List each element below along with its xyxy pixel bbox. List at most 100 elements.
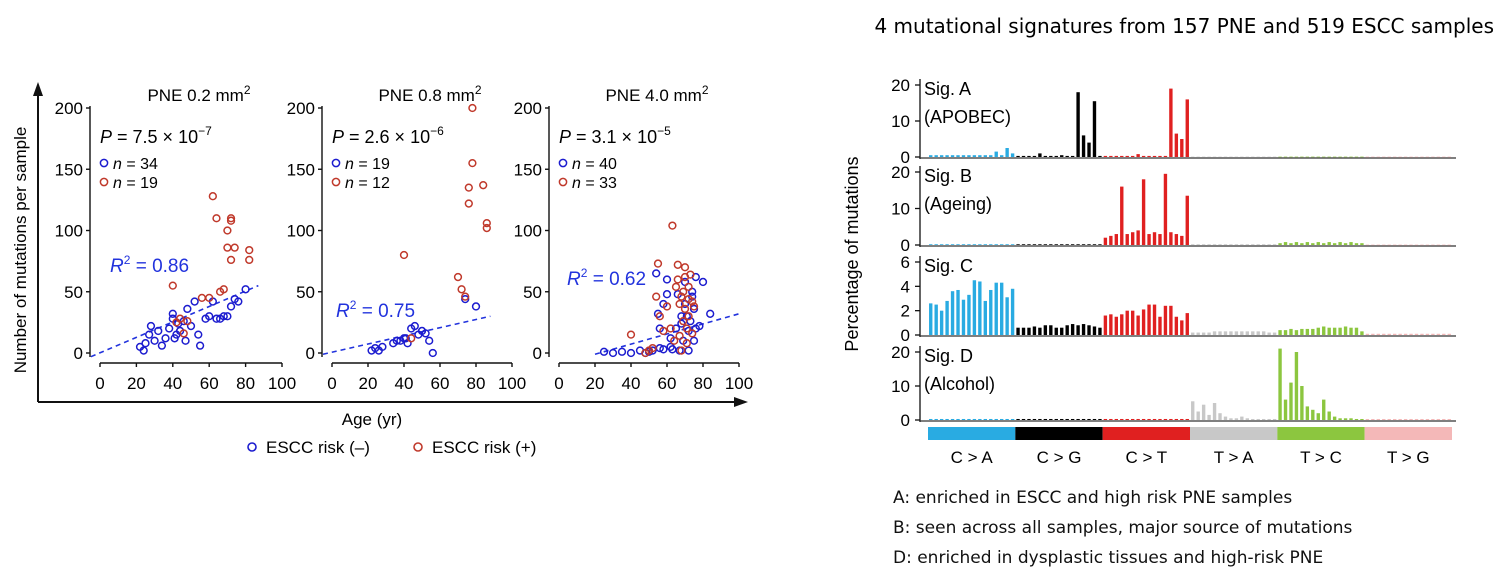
signature-bar	[1223, 331, 1228, 335]
signature-name: Sig. A	[924, 79, 971, 99]
signature-bar	[1240, 244, 1244, 245]
signature-name: Sig. D	[924, 346, 973, 366]
signature-bar	[1201, 404, 1206, 420]
signature-bar	[1180, 235, 1184, 246]
signature-bar	[1060, 244, 1064, 245]
signature-bar	[1010, 418, 1015, 420]
signature-bar	[1125, 234, 1129, 245]
signature-bar	[1393, 156, 1397, 158]
signature-bar	[934, 304, 938, 335]
signature-bar	[1081, 324, 1086, 335]
note-b: B: seen across all samples, major source…	[893, 518, 1353, 538]
mutation-type-label: T > C	[1300, 448, 1342, 467]
signature-bar	[1054, 244, 1058, 245]
note-d: D: enriched in dysplastic tissues and hi…	[893, 548, 1323, 568]
signature-bar	[961, 418, 966, 420]
scatter-panel-2: 0 50 100 150 200 0 20 40 60 80 100 PNE 0.8 mm2 P = 2…	[287, 83, 527, 393]
signature-bar	[945, 244, 949, 245]
signature-bar	[1131, 310, 1135, 335]
signature-bar	[1218, 156, 1222, 158]
point-escc-risk-neg	[223, 312, 232, 321]
signature-bar	[1136, 418, 1140, 420]
point-escc-risk-pos	[668, 221, 677, 230]
x-tick-label: 40	[622, 374, 641, 393]
signature-bar	[1218, 413, 1222, 420]
signature-bar	[1109, 314, 1113, 335]
signature-bar	[1425, 418, 1430, 420]
point-escc-risk-neg	[195, 341, 205, 350]
y-tick-label: 100	[287, 222, 315, 241]
signature-bar	[1245, 244, 1249, 245]
point-escc-risk-pos	[653, 259, 663, 268]
x-tick-label: 60	[431, 374, 450, 393]
signature-bar	[994, 244, 998, 245]
signature-bar	[1207, 156, 1211, 158]
mutation-type-swatch	[1102, 427, 1190, 440]
n-neg-label: n = 34	[113, 156, 158, 173]
signature-bar	[1398, 333, 1402, 335]
signature-bar	[1442, 418, 1446, 420]
signature-bar	[1251, 418, 1255, 420]
signature-bar	[1092, 244, 1097, 245]
point-escc-risk-pos	[219, 285, 228, 294]
signature-bar	[1283, 330, 1288, 335]
point-escc-risk-pos	[245, 245, 254, 255]
signature-bar	[1425, 156, 1430, 158]
signature-bar	[1371, 418, 1375, 420]
signature-bar	[1021, 244, 1026, 245]
signature-bar	[1207, 414, 1211, 420]
signature-bar	[1393, 418, 1397, 420]
signature-bar	[1387, 418, 1391, 420]
signature-bar	[1087, 325, 1091, 335]
signature-bar	[1229, 244, 1233, 245]
signature-bar	[1382, 156, 1386, 158]
signature-bar	[1365, 418, 1370, 420]
signature-bar	[1414, 156, 1419, 158]
x-tick-label: 80	[694, 374, 713, 393]
signature-bar	[1343, 156, 1348, 158]
point-escc-risk-pos	[479, 181, 488, 190]
signature-bar	[1152, 304, 1157, 335]
panel-title: PNE 4.0 mm2	[605, 83, 708, 105]
signature-bar	[1065, 325, 1069, 335]
y-tick-label: 0	[901, 411, 910, 430]
signature-bar	[1043, 325, 1048, 335]
signature-bar	[1322, 243, 1326, 245]
signature-bar	[1447, 333, 1451, 335]
n-pos-label: n = 33	[572, 175, 617, 192]
point-escc-risk-pos	[684, 282, 693, 292]
signature-bar	[929, 303, 933, 335]
signature-bar	[1447, 156, 1451, 158]
signature-bar	[1049, 155, 1053, 157]
signature-bar	[939, 155, 944, 157]
signature-bar	[1311, 328, 1315, 335]
signature-bar	[950, 155, 955, 157]
signature-bar	[1256, 331, 1260, 335]
signature-bar	[1354, 156, 1359, 158]
y-tick-label: 6	[901, 253, 910, 272]
signature-bar	[1256, 418, 1260, 420]
signature-bar	[1185, 313, 1189, 335]
signature-bar	[1207, 244, 1211, 245]
signature-bar	[1076, 418, 1080, 420]
signature-bar	[1081, 135, 1086, 157]
scatter-panel-3: 0 50 100 150 200 0 20 40 60 80 100 PNE 4.0 mm2 P = 3…	[514, 83, 754, 393]
signature-bar	[1349, 242, 1353, 245]
signature-bar	[1305, 242, 1310, 245]
signature-bar	[1092, 418, 1097, 420]
signature-bar	[1049, 325, 1053, 335]
point-escc-risk-neg	[219, 312, 228, 321]
signature-bar	[945, 155, 949, 157]
signature-bar	[1349, 156, 1353, 158]
signature-bar	[1420, 156, 1424, 158]
signature-bar	[1382, 244, 1386, 246]
point-escc-risk-neg	[161, 334, 170, 343]
signature-bar	[1403, 418, 1408, 420]
point-escc-risk-neg	[608, 348, 618, 358]
point-escc-risk-neg	[410, 321, 419, 331]
signature-bar	[1010, 153, 1015, 157]
signature-bar	[1393, 333, 1397, 335]
signature-bar	[1032, 155, 1037, 157]
signature-bar	[1103, 418, 1108, 420]
